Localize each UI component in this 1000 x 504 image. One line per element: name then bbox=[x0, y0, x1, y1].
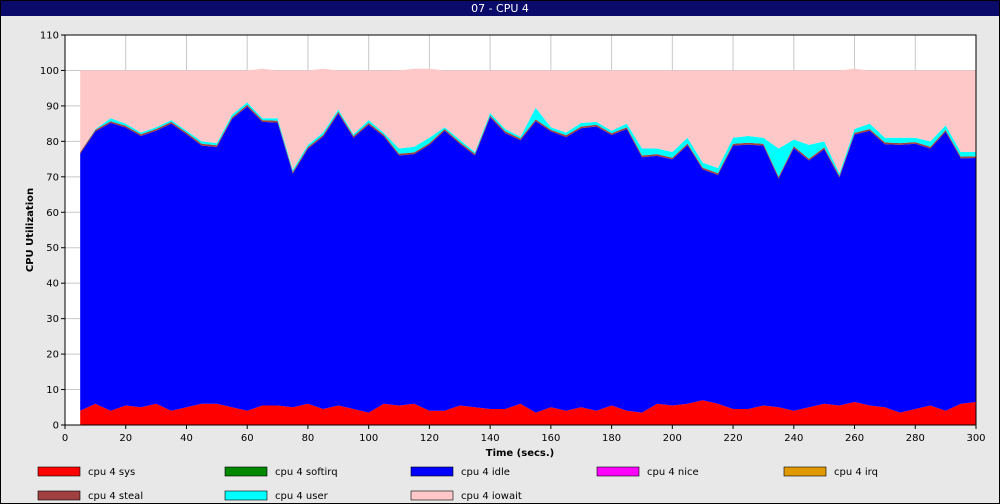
y-tick-label: 30 bbox=[46, 314, 59, 325]
y-tick-label: 100 bbox=[40, 66, 59, 77]
y-axis-title: CPU Utilization bbox=[25, 188, 36, 272]
y-tick-label: 80 bbox=[46, 137, 59, 148]
plot-border bbox=[64, 34, 977, 426]
stacked-areas bbox=[80, 68, 976, 425]
legend-swatch bbox=[37, 466, 81, 477]
legend-swatch bbox=[596, 466, 640, 477]
legend-label: cpu 4 iowait bbox=[461, 491, 522, 502]
legend-swatch bbox=[783, 466, 827, 477]
x-tick-label: 100 bbox=[359, 433, 378, 444]
area-series-7 bbox=[80, 68, 976, 174]
legend-swatch bbox=[37, 490, 81, 501]
legend-label: cpu 4 idle bbox=[461, 467, 510, 478]
y-tick-label: 10 bbox=[46, 385, 59, 396]
legend-item: cpu 4 softirq bbox=[224, 466, 338, 478]
legend-swatch bbox=[224, 490, 268, 501]
legend-swatch bbox=[224, 466, 268, 477]
x-tick-label: 300 bbox=[966, 433, 985, 444]
legend-item: cpu 4 sys bbox=[37, 466, 135, 478]
window-title: 07 - CPU 4 bbox=[1, 1, 999, 16]
legend-item: cpu 4 steal bbox=[37, 490, 143, 502]
x-tick-label: 200 bbox=[663, 433, 682, 444]
x-tick-label: 280 bbox=[906, 433, 925, 444]
legend: cpu 4 sys cpu 4 softirq cpu 4 idle cpu 4 ni… bbox=[37, 466, 878, 502]
x-tick-label: 220 bbox=[724, 433, 743, 444]
x-tick-label: 80 bbox=[302, 433, 315, 444]
legend-label: cpu 4 softirq bbox=[275, 467, 338, 478]
y-tick-label: 0 bbox=[53, 421, 59, 432]
y-tick-label: 20 bbox=[46, 350, 59, 361]
y-axis-ticks: 0 10 20 30 40 50 60 70 80 90 100 110 bbox=[40, 31, 65, 432]
area-series-2 bbox=[80, 106, 976, 413]
y-tick-label: 90 bbox=[46, 101, 59, 112]
legend-item: cpu 4 iowait bbox=[410, 490, 522, 502]
y-tick-label: 70 bbox=[46, 172, 59, 183]
x-tick-label: 120 bbox=[420, 433, 439, 444]
legend-label: cpu 4 sys bbox=[88, 467, 135, 478]
x-axis-title: Time (secs.) bbox=[486, 448, 555, 459]
legend-swatch bbox=[410, 466, 454, 477]
legend-item: cpu 4 user bbox=[224, 490, 329, 502]
x-tick-label: 260 bbox=[845, 433, 864, 444]
x-tick-label: 140 bbox=[481, 433, 500, 444]
y-tick-label: 60 bbox=[46, 208, 59, 219]
x-tick-label: 0 bbox=[62, 433, 68, 444]
y-tick-label: 40 bbox=[46, 279, 59, 290]
x-tick-label: 240 bbox=[784, 433, 803, 444]
legend-swatch bbox=[410, 490, 454, 501]
x-tick-label: 20 bbox=[119, 433, 132, 444]
legend-label: cpu 4 nice bbox=[647, 467, 699, 478]
legend-item: cpu 4 irq bbox=[783, 466, 878, 478]
legend-label: cpu 4 steal bbox=[88, 491, 143, 502]
x-axis-ticks: 0 20 40 60 80 100 120 140 160 180 200 220 240 260 280 3… bbox=[62, 425, 986, 444]
x-tick-label: 40 bbox=[180, 433, 193, 444]
legend-label: cpu 4 user bbox=[275, 491, 329, 502]
y-tick-label: 50 bbox=[46, 243, 59, 254]
x-tick-label: 160 bbox=[541, 433, 560, 444]
legend-item: cpu 4 idle bbox=[410, 466, 510, 478]
x-tick-label: 180 bbox=[602, 433, 621, 444]
legend-item: cpu 4 nice bbox=[596, 466, 699, 478]
legend-label: cpu 4 irq bbox=[834, 467, 878, 478]
x-tick-label: 60 bbox=[241, 433, 254, 444]
area-series-0 bbox=[80, 400, 976, 425]
y-tick-label: 110 bbox=[40, 31, 59, 42]
